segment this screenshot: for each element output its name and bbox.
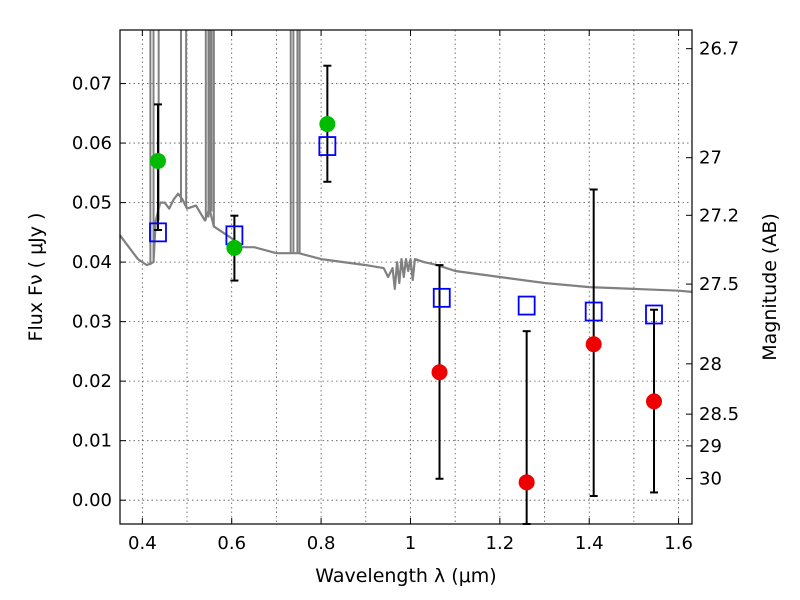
non-detection-point	[585, 336, 602, 353]
measured-point-layer	[149, 116, 663, 491]
grid	[120, 30, 692, 524]
x-tick-label: 1.2	[486, 533, 515, 554]
spectrum-line	[119, 192, 693, 293]
magnitude-tick-label: 28.5	[699, 404, 739, 425]
ticks: 0.4 0.6 0.8 1 1.2 1.4 1.6 0.00 0.01 0.02 0.03 0.04 0…	[72, 30, 739, 554]
magnitude-tick-label: 27.2	[699, 205, 739, 226]
non-detection-point	[518, 474, 535, 491]
detection-point	[319, 116, 336, 133]
y-tick-label: 0.01	[72, 431, 112, 452]
y-tick-label: 0.00	[72, 490, 112, 511]
magnitude-tick-label: 28	[699, 354, 722, 375]
y-tick-label: 0.03	[72, 312, 112, 333]
magnitude-tick-label: 29	[699, 436, 722, 457]
errorbar-layer	[153, 64, 659, 525]
spectrum-layer	[119, 30, 693, 293]
y-tick-label: 0.07	[72, 74, 112, 95]
x-tick-label: 1.4	[575, 533, 604, 554]
x-tick-label: 1	[405, 533, 416, 554]
non-detection-point	[431, 364, 448, 381]
detection-point	[149, 152, 166, 169]
magnitude-tick-label: 27	[699, 148, 722, 169]
model-photometry-square	[645, 304, 663, 325]
magnitude-tick-label: 26.7	[699, 39, 739, 60]
model-photometry-square	[517, 295, 536, 316]
x-tick-label: 1.6	[664, 533, 693, 554]
model-photometry-square	[584, 301, 603, 322]
non-detection-point	[646, 393, 663, 410]
y-tick-label: 0.02	[72, 371, 112, 392]
magnitude-axis-label: Magnitude (AB)	[759, 213, 781, 361]
x-tick-label: 0.6	[217, 533, 246, 554]
y-tick-label: 0.04	[72, 252, 112, 273]
x-tick-label: 0.8	[307, 533, 336, 554]
model-photometry-square	[432, 287, 451, 308]
y-tick-label: 0.05	[72, 193, 112, 214]
x-tick-label: 0.4	[128, 533, 157, 554]
model-square-layer	[149, 136, 663, 325]
magnitude-tick-label: 30	[699, 469, 722, 490]
model-photometry-square	[149, 222, 167, 243]
y-axis-label: Flux Fν ( μJy )	[25, 213, 47, 342]
plot-frame	[119, 29, 693, 525]
model-photometry-square	[318, 136, 337, 156]
y-tick-label: 0.06	[72, 133, 112, 154]
magnitude-tick-label: 27.5	[699, 274, 739, 295]
x-axis-label: Wavelength λ (μm)	[315, 565, 496, 587]
detection-point	[226, 239, 243, 256]
